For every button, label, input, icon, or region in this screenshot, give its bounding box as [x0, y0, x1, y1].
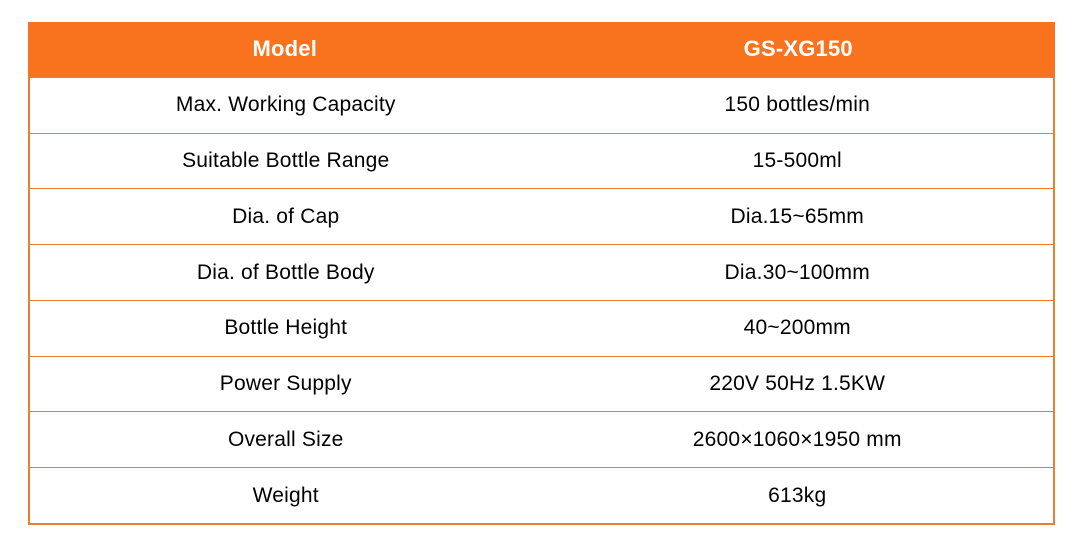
- specification-table: Model GS-XG150 Max. Working Capacity 150…: [28, 22, 1055, 525]
- table-row-max-working-capacity: Max. Working Capacity 150 bottles/min: [30, 76, 1053, 133]
- table-row-bottle-height: Bottle Height 40~200mm: [30, 299, 1053, 356]
- table-row-overall-size: Overall Size 2600×1060×1950 mm: [30, 411, 1053, 468]
- spec-value: Dia.15~65mm: [730, 204, 864, 228]
- header-cell-model: Model: [252, 36, 318, 62]
- table-row-dia-of-cap: Dia. of Cap Dia.15~65mm: [30, 188, 1053, 245]
- spec-value: 2600×1060×1950 mm: [692, 427, 902, 451]
- spec-value: 613kg: [768, 483, 827, 507]
- spec-label: Max. Working Capacity: [175, 93, 396, 117]
- table-header-row: Model GS-XG150: [28, 22, 1055, 77]
- spec-value: 40~200mm: [743, 316, 851, 340]
- table-row-power-supply: Power Supply 220V 50Hz 1.5KW: [30, 355, 1053, 412]
- spec-value: 220V 50Hz 1.5KW: [709, 372, 886, 396]
- table-row-suitable-bottle-range: Suitable Bottle Range 15-500ml: [30, 132, 1053, 189]
- table-row-dia-of-bottle-body: Dia. of Bottle Body Dia.30~100mm: [30, 244, 1053, 300]
- spec-label: Overall Size: [227, 427, 344, 451]
- table-row-weight: Weight 613kg: [30, 467, 1053, 524]
- spec-label: Suitable Bottle Range: [182, 148, 390, 172]
- header-cell-model-number: GS-XG150: [743, 36, 853, 62]
- spec-label: Dia. of Cap: [232, 204, 340, 228]
- spec-label: Bottle Height: [224, 316, 348, 340]
- spec-value: 15-500ml: [752, 148, 842, 172]
- spec-label: Dia. of Bottle Body: [196, 260, 375, 284]
- spec-label: Power Supply: [219, 372, 352, 396]
- spec-label: Weight: [252, 483, 319, 507]
- spec-value: Dia.30~100mm: [724, 260, 870, 284]
- spec-value: 150 bottles/min: [724, 93, 870, 117]
